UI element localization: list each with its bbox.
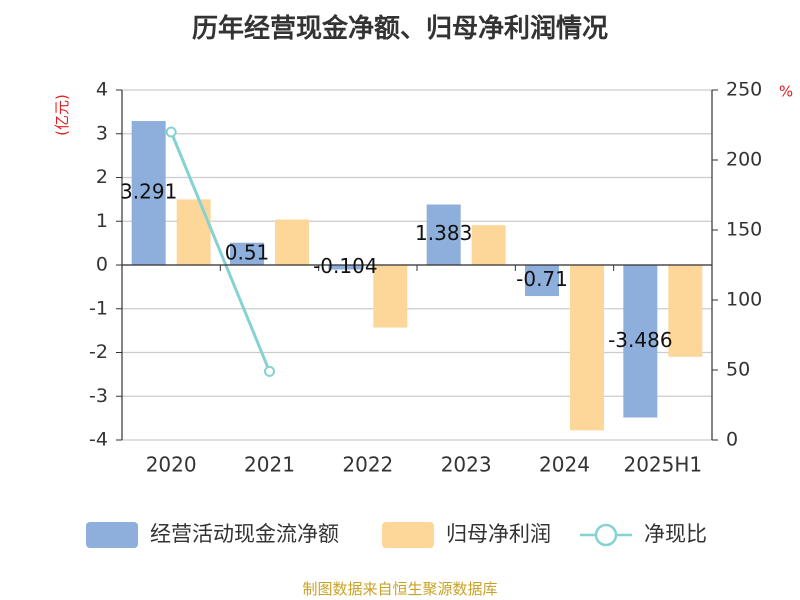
legend-label: 净现比 bbox=[644, 522, 707, 546]
chart-title: 历年经营现金净额、归母净利润情况 bbox=[191, 14, 608, 44]
bar-net-profit[interactable] bbox=[373, 265, 408, 328]
y-left-tick-label: 2 bbox=[96, 166, 108, 188]
y-right-tick-label: 0 bbox=[726, 429, 738, 451]
axes: 4 3 2 1 0 -1 -2 -3 -4 250 200 150 100 50 0 2020 2021 2022… bbox=[89, 79, 762, 477]
x-tick-label: 2025H1 bbox=[623, 453, 702, 477]
data-label: 0.51 bbox=[225, 240, 270, 264]
line-net-cash-ratio bbox=[169, 131, 271, 372]
bar-operating-cashflow[interactable] bbox=[426, 204, 461, 265]
legend: 经营活动现金流净额 归母净利润 净现比 bbox=[86, 522, 707, 548]
bar-net-profit[interactable] bbox=[471, 225, 506, 265]
bar-net-profit[interactable] bbox=[570, 265, 604, 431]
x-tick-label: 2022 bbox=[342, 453, 393, 477]
legend-label: 经营活动现金流净额 bbox=[150, 522, 339, 546]
y-left-tick-label: -1 bbox=[89, 297, 108, 319]
bar-operating-cashflow[interactable] bbox=[525, 265, 559, 297]
bar-operating-cashflow[interactable] bbox=[328, 265, 363, 270]
y-left-tick-label: -4 bbox=[89, 429, 108, 451]
x-tick-label: 2023 bbox=[441, 453, 492, 477]
legend-swatch bbox=[382, 522, 434, 548]
line-point-net-cash-ratio[interactable] bbox=[264, 365, 275, 377]
legend-swatch bbox=[86, 522, 138, 548]
data-label: -3.486 bbox=[608, 328, 672, 352]
data-label: -0.71 bbox=[516, 267, 568, 291]
data-labels: 3.291 0.51 -0.104 1.383 -0.71 -3.486 bbox=[120, 180, 673, 352]
data-label: 3.291 bbox=[120, 180, 177, 204]
data-source: 制图数据来自恒生聚源数据库 bbox=[302, 580, 498, 598]
legend-swatch-marker bbox=[594, 523, 618, 547]
y-right-tick-label: 150 bbox=[726, 219, 762, 241]
bar-operating-cashflow[interactable] bbox=[131, 121, 166, 265]
y-left-tick-label: 0 bbox=[96, 254, 108, 276]
bar-net-profit[interactable] bbox=[275, 219, 309, 266]
y-right-tick-label: 50 bbox=[726, 359, 750, 381]
bars bbox=[131, 121, 703, 431]
y-right-unit: % bbox=[779, 83, 793, 101]
line-series bbox=[165, 126, 275, 377]
legend-label: 归母净利润 bbox=[446, 522, 551, 546]
y-left-tick-label: -2 bbox=[89, 341, 108, 363]
legend-item[interactable]: 经营活动现金流净额 bbox=[86, 522, 339, 548]
bar-operating-cashflow[interactable] bbox=[230, 242, 264, 265]
data-label: 1.383 bbox=[415, 221, 472, 245]
bar-operating-cashflow[interactable] bbox=[623, 265, 658, 418]
y-left-tick-label: 1 bbox=[96, 210, 108, 232]
bar-net-profit[interactable] bbox=[176, 199, 211, 265]
legend-item[interactable]: 净现比 bbox=[580, 522, 707, 547]
x-tick-label: 2021 bbox=[244, 453, 295, 477]
y-right-tick-label: 100 bbox=[726, 289, 762, 311]
bar-net-profit[interactable] bbox=[668, 265, 703, 357]
x-tick-label: 2020 bbox=[146, 453, 197, 477]
y-right-tick-label: 250 bbox=[726, 79, 762, 101]
y-right-tick-label: 200 bbox=[726, 149, 762, 171]
x-tick-label: 2024 bbox=[539, 453, 590, 477]
legend-item[interactable]: 归母净利润 bbox=[382, 522, 551, 548]
data-label: -0.104 bbox=[313, 254, 377, 278]
y-left-unit: (亿元) bbox=[53, 94, 71, 136]
y-left-tick-label: 4 bbox=[96, 79, 108, 101]
y-left-tick-label: -3 bbox=[89, 385, 108, 407]
y-left-tick-label: 3 bbox=[96, 122, 108, 144]
grid-lines bbox=[122, 89, 712, 441]
line-point-net-cash-ratio[interactable] bbox=[165, 126, 177, 138]
